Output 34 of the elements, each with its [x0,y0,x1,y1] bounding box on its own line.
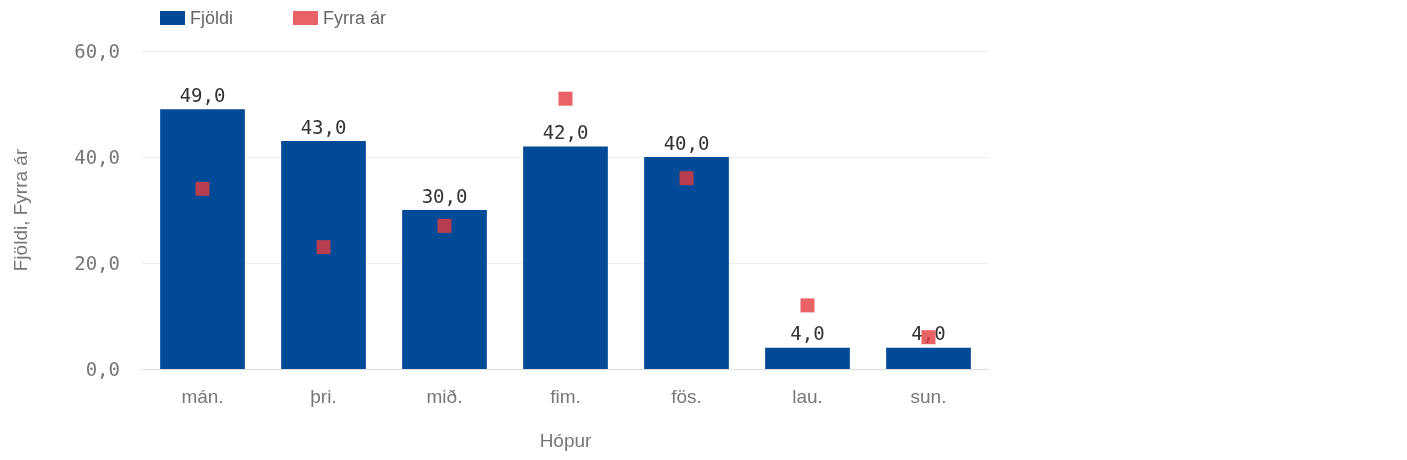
data-label: 43,0 [300,115,347,138]
bar [160,109,245,369]
legend-label: Fjöldi [190,8,234,28]
y-tick-label: 60,0 [74,40,120,62]
data-label: 30,0 [421,184,468,207]
bar [402,210,487,369]
y-tick-label: 0,0 [85,358,120,380]
x-tick-label: mán. [181,386,224,407]
x-tick-label: fim. [550,386,581,407]
data-label: 49,0 [179,83,226,106]
data-label: 42,0 [542,120,589,143]
point [437,218,452,233]
x-axis-title: Hópur [539,430,593,451]
x-tick-label: lau. [792,386,823,407]
y-axis-title: Fjöldi, Fyrra ár [10,148,31,272]
x-tick-label: fös. [671,386,702,407]
x-tick-label: mið. [426,386,463,407]
bar [281,141,366,369]
point [195,181,210,196]
y-tick-label: 20,0 [74,252,120,274]
point [558,91,573,106]
point [800,298,815,313]
legend-label: Fyrra ár [323,8,387,28]
point [316,240,331,255]
data-label: 40,0 [663,131,710,154]
x-tick-label: sun. [910,386,947,407]
bar [644,157,729,369]
point [679,171,694,186]
x-tick-label: þri. [310,386,337,407]
data-label: 4,0 [790,322,825,345]
bar [886,347,971,369]
bar [523,146,608,369]
bar [765,347,850,369]
y-tick-label: 40,0 [74,146,120,168]
